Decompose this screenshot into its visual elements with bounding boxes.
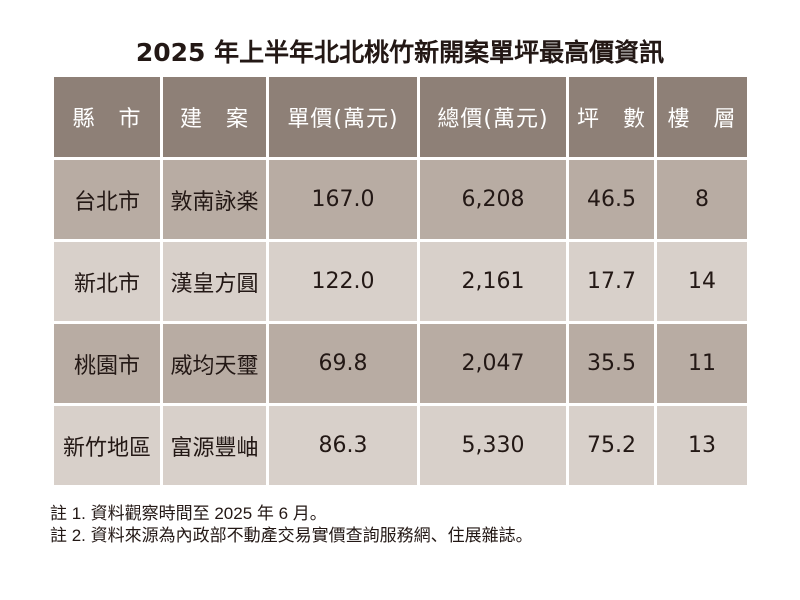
cell-county: 新北市: [51, 239, 163, 324]
footnote-2: 註 2. 資料來源為內政部不動產交易實價查詢服務網、住展雜誌。: [50, 526, 533, 545]
cell-unit-price: 86.3: [266, 403, 420, 488]
cell-project: 敦南詠楽: [160, 157, 269, 242]
table-row: 桃園市 威均天璽 69.8 2,047 35.5 11: [51, 321, 750, 406]
cell-project: 漢皇方圓: [160, 239, 269, 324]
header-total-price: 總價(萬元): [417, 74, 569, 160]
table-row: 新北市 漢皇方圓 122.0 2,161 17.7 14: [51, 239, 750, 324]
cell-floors: 11: [654, 321, 750, 406]
cell-county: 新竹地區: [51, 403, 163, 488]
footnote-1: 註 1. 資料觀察時間至 2025 年 6 月。: [50, 504, 327, 523]
table-header-row: 縣 市 建 案 單價(萬元) 總價(萬元) 坪 數 樓 層: [51, 74, 750, 160]
table-row: 台北市 敦南詠楽 167.0 6,208 46.5 8: [51, 157, 750, 242]
cell-project: 威均天璽: [160, 321, 269, 406]
cell-floors: 13: [654, 403, 750, 488]
header-area: 坪 數: [566, 74, 657, 160]
cell-area: 46.5: [566, 157, 657, 242]
cell-unit-price: 122.0: [266, 239, 420, 324]
header-county: 縣 市: [51, 74, 163, 160]
cell-total-price: 2,161: [417, 239, 569, 324]
cell-floors: 8: [654, 157, 750, 242]
table-row: 新竹地區 富源豐岫 86.3 5,330 75.2 13: [51, 403, 750, 488]
cell-total-price: 5,330: [417, 403, 569, 488]
cell-total-price: 2,047: [417, 321, 569, 406]
header-unit-price: 單價(萬元): [266, 74, 420, 160]
page-title: 2025 年上半年北北桃竹新開案單坪最高價資訊: [135, 38, 665, 67]
cell-unit-price: 69.8: [266, 321, 420, 406]
cell-unit-price: 167.0: [266, 157, 420, 242]
price-table: 縣 市 建 案 單價(萬元) 總價(萬元) 坪 數 樓 層 台北市 敦南詠楽 167…: [51, 74, 750, 488]
header-project: 建 案: [160, 74, 269, 160]
header-floors: 樓 層: [654, 74, 750, 160]
footnotes: 註 1. 資料觀察時間至 2025 年 6 月。 註 2. 資料來源為內政部不動…: [50, 503, 533, 547]
cell-area: 35.5: [566, 321, 657, 406]
cell-project: 富源豐岫: [160, 403, 269, 488]
cell-county: 桃園市: [51, 321, 163, 406]
cell-floors: 14: [654, 239, 750, 324]
cell-area: 75.2: [566, 403, 657, 488]
cell-county: 台北市: [51, 157, 163, 242]
cell-total-price: 6,208: [417, 157, 569, 242]
cell-area: 17.7: [566, 239, 657, 324]
